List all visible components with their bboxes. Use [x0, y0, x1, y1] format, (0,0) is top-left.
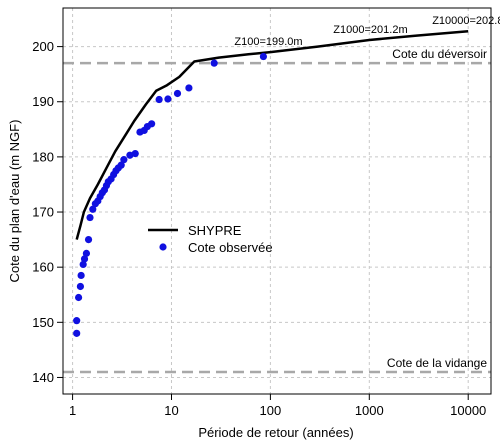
y-tick-label: 180 [32, 149, 54, 164]
plot-frame [62, 7, 492, 395]
y-tick-label: 140 [32, 370, 54, 385]
annotation-label: Z100=199.0m [234, 36, 302, 48]
data-point [86, 213, 94, 222]
data-point [210, 59, 218, 67]
data-point [117, 161, 125, 169]
series-cote-observee [73, 52, 268, 337]
data-point [89, 205, 97, 213]
grid [63, 8, 491, 394]
data-point [259, 52, 268, 61]
x-axis: 1 10 100 1000 10000 [69, 394, 486, 418]
x-tick-label: 1000 [355, 403, 384, 418]
data-point [84, 236, 93, 244]
y-tick-label: 200 [32, 39, 54, 54]
series-shypre [75, 29, 469, 240]
y-tick-label: 190 [32, 94, 54, 109]
data-point [155, 95, 163, 104]
data-point [76, 282, 85, 291]
data-point [173, 89, 182, 98]
annotation-label: Z1000=201.2m [333, 24, 407, 36]
data-point [79, 260, 87, 269]
y-tick-label: 150 [32, 315, 54, 330]
data-point [131, 149, 139, 158]
y-tick-label: 170 [32, 205, 54, 220]
data-point [120, 156, 128, 164]
data-point [82, 249, 91, 257]
data-point [77, 271, 85, 280]
annotation-label: Z10000=202.8m [432, 15, 500, 27]
annotations: Z100=199.0m Z1000=201.2m Z10000=202.8m [234, 15, 500, 48]
reference-lines: Cote du déversoir Cote de la vidange [63, 47, 491, 374]
x-tick-label: 10 [164, 403, 178, 418]
reference-line-label: Cote de la vidange [387, 356, 487, 370]
y-axis-label: Cote du plan d'eau (m NGF) [7, 120, 22, 283]
x-tick-label: 1 [69, 403, 76, 418]
x-tick-label: 10000 [450, 403, 486, 418]
y-tick-label: 160 [32, 260, 54, 275]
data-point [185, 84, 193, 92]
data-point [164, 95, 172, 103]
legend: SHYPRE Cote observée [148, 223, 273, 255]
legend-point-swatch [159, 243, 167, 251]
data-point [73, 329, 81, 337]
x-axis-label: Période de retour (années) [198, 425, 353, 440]
y-axis: 140 150 160 170 180 190 200 [32, 39, 63, 385]
data-point [80, 255, 89, 263]
data-point [73, 317, 81, 325]
data-point [74, 293, 83, 302]
data-point [148, 120, 156, 128]
legend-label: Cote observée [188, 240, 273, 255]
reference-line-label: Cote du déversoir [392, 47, 487, 61]
series-line [75, 29, 469, 240]
x-tick-label: 100 [260, 403, 282, 418]
legend-label: SHYPRE [188, 223, 242, 238]
